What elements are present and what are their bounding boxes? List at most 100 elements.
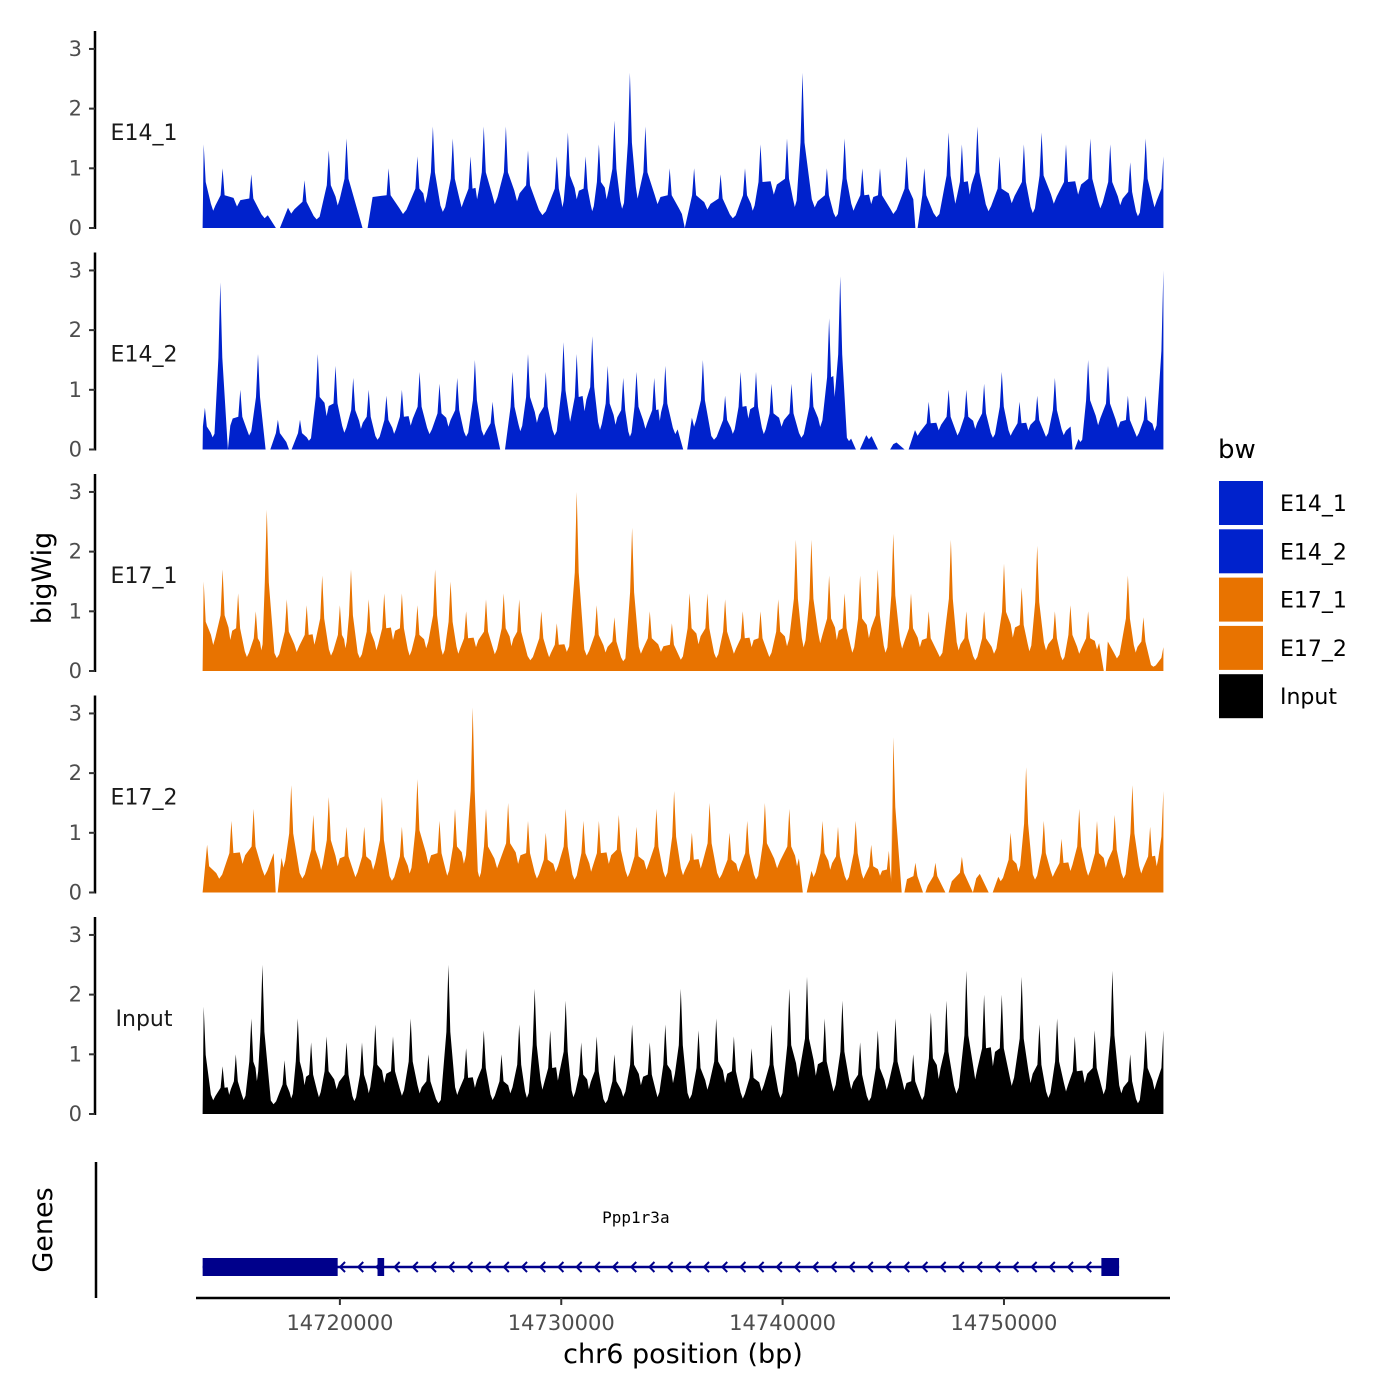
- gene-label: Ppp1r3a: [602, 1208, 669, 1227]
- legend-label: E14_1: [1280, 492, 1347, 517]
- gene-track-title: Genes: [28, 1187, 59, 1272]
- strand-arrow: [830, 1261, 838, 1273]
- track-label-E14_1: E14_1: [111, 121, 178, 146]
- y-tick-label: 2: [69, 761, 82, 785]
- strand-arrow: [811, 1261, 819, 1273]
- x-tick-label: 14750000: [951, 1311, 1058, 1335]
- track-E17_1: 0 1 2 3 E17_1: [69, 474, 1164, 683]
- strand-arrow: [356, 1261, 364, 1273]
- gene-exon: [1101, 1258, 1120, 1276]
- strand-arrow: [921, 1261, 929, 1273]
- y-tick-label: 1: [69, 599, 82, 623]
- strand-arrow: [1066, 1261, 1074, 1273]
- strand-arrow: [429, 1261, 437, 1273]
- legend-swatch: [1217, 672, 1265, 721]
- legend-title: bw: [1218, 435, 1256, 465]
- y-tick-label: 2: [69, 983, 82, 1007]
- track-label-E17_2: E17_2: [111, 786, 178, 811]
- legend-swatch: [1217, 623, 1265, 672]
- strand-arrow: [520, 1261, 528, 1273]
- strand-arrow: [993, 1261, 1001, 1273]
- strand-arrow: [393, 1261, 401, 1273]
- x-ticks: 14720000 14730000 14740000 14750000: [286, 1298, 1057, 1335]
- y-tick-label: 3: [69, 701, 82, 725]
- legend-item-E14_2: E14_2: [1217, 527, 1347, 576]
- strand-arrow: [575, 1261, 583, 1273]
- strand-arrow: [884, 1261, 892, 1273]
- track-E17_2: 0 1 2 3 E17_2: [69, 695, 1164, 905]
- track-E14_2: 0 1 2 3 E14_2: [69, 252, 1164, 462]
- track-E14_1: 0 1 2 3 E14_1: [69, 31, 1164, 240]
- legend-label: E14_2: [1280, 540, 1347, 565]
- x-tick-label: 14740000: [729, 1311, 836, 1335]
- strand-arrow: [757, 1261, 765, 1273]
- legend-label: E17_2: [1280, 637, 1347, 662]
- gene-Ppp1r3a: Ppp1r3a: [202, 1208, 1120, 1276]
- y-tick-label: 2: [69, 97, 82, 121]
- signal-area-E14_2: [202, 270, 1164, 450]
- y-tick-label: 0: [69, 659, 82, 683]
- legend-label: Input: [1280, 685, 1337, 710]
- strand-arrow: [629, 1261, 637, 1273]
- track-label-E17_1: E17_1: [111, 564, 178, 589]
- legend-swatch: [1217, 575, 1265, 624]
- legend-items: E14_1 E14_2 E17_1 E17_2 Input: [1217, 479, 1347, 721]
- strand-arrow: [338, 1261, 346, 1273]
- strand-arrow: [557, 1261, 565, 1273]
- x-axis: 14720000 14730000 14740000 14750000 chr6 po…: [196, 1296, 1170, 1370]
- strand-arrow: [957, 1261, 965, 1273]
- legend-item-E14_1: E14_1: [1217, 479, 1347, 527]
- signal-area-E17_2: [202, 707, 1164, 893]
- legend: bw E14_1 E14_2 E17_1 E17_2 Input: [1217, 435, 1347, 721]
- strand-arrow: [975, 1261, 983, 1273]
- track-label-E14_2: E14_2: [111, 343, 178, 368]
- legend-swatch: [1217, 479, 1265, 527]
- strand-arrow: [720, 1261, 728, 1273]
- strand-arrow: [502, 1261, 510, 1273]
- legend-item-E17_2: E17_2: [1217, 623, 1347, 672]
- track-label-Input: Input: [116, 1007, 173, 1032]
- strand-arrow: [538, 1261, 546, 1273]
- y-tick-label: 3: [69, 480, 82, 504]
- signal-area-E14_1: [202, 72, 1164, 228]
- strand-arrow: [1012, 1261, 1020, 1273]
- y-tick-label: 3: [69, 923, 82, 947]
- y-tick-label: 0: [69, 216, 82, 240]
- strand-arrow: [648, 1261, 656, 1273]
- x-axis-title: chr6 position (bp): [563, 1339, 803, 1370]
- x-tick-label: 14730000: [508, 1311, 615, 1335]
- strand-arrow: [866, 1261, 874, 1273]
- y-tick-label: 2: [69, 540, 82, 564]
- strand-arrow: [1030, 1261, 1038, 1273]
- y-tick-label: 0: [69, 881, 82, 905]
- legend-item-Input: Input: [1217, 672, 1337, 721]
- gene-models: Ppp1r3a: [202, 1208, 1120, 1276]
- gene-exon: [202, 1258, 338, 1276]
- track-Input: 0 1 2 3 Input: [69, 917, 1164, 1126]
- strand-arrow: [1048, 1261, 1056, 1273]
- x-tick-label: 14720000: [286, 1311, 393, 1335]
- strand-arrow: [611, 1261, 619, 1273]
- y-tick-label: 3: [69, 258, 82, 282]
- strand-arrow: [684, 1261, 692, 1273]
- strand-arrow: [775, 1261, 783, 1273]
- y-tick-label: 0: [69, 438, 82, 462]
- strand-arrow: [793, 1261, 801, 1273]
- strand-arrow: [702, 1261, 710, 1273]
- strand-arrow: [411, 1261, 419, 1273]
- strand-arrow: [593, 1261, 601, 1273]
- y-tick-label: 1: [69, 378, 82, 402]
- strand-arrow: [666, 1261, 674, 1273]
- strand-arrow: [848, 1261, 856, 1273]
- y-tick-label: 1: [69, 156, 82, 180]
- strand-arrow: [466, 1261, 474, 1273]
- y-tick-label: 0: [69, 1102, 82, 1126]
- y-axis-title: bigWig: [27, 532, 58, 625]
- strand-arrow: [447, 1261, 455, 1273]
- gene-track: Genes Ppp1r3a: [28, 1162, 1120, 1298]
- strand-arrow: [939, 1261, 947, 1273]
- legend-label: E17_1: [1280, 589, 1347, 614]
- signal-tracks: 0 1 2 3 E14_1 0 1 2 3 E14_2 0 1 2 3 E17_1 0 1 2 3 E17_2 0 1 2 3…: [69, 31, 1164, 1126]
- strand-arrow: [484, 1261, 492, 1273]
